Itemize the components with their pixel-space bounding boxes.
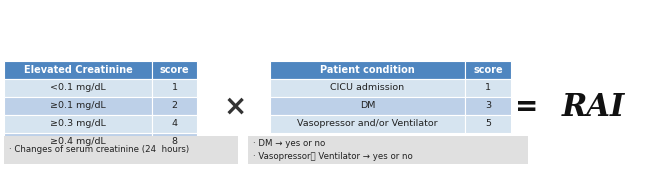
Text: score: score: [159, 65, 189, 75]
Text: ×: ×: [223, 93, 247, 121]
Text: RAI: RAI: [562, 91, 625, 123]
Text: ≥0.4 mg/dL: ≥0.4 mg/dL: [50, 138, 106, 147]
Bar: [4, 136, 238, 164]
Text: ≥0.3 mg/dL: ≥0.3 mg/dL: [50, 119, 106, 128]
Bar: [4, 79, 152, 97]
Bar: [4, 115, 152, 133]
Bar: [270, 115, 465, 133]
Text: 4: 4: [171, 119, 178, 128]
Bar: [4, 97, 152, 115]
Bar: [270, 79, 465, 97]
Text: 8: 8: [171, 138, 178, 147]
Bar: [4, 133, 152, 151]
Text: 5: 5: [485, 119, 491, 128]
Bar: [270, 61, 465, 79]
Text: ≥0.1 mg/dL: ≥0.1 mg/dL: [50, 102, 106, 111]
Text: 2: 2: [171, 102, 178, 111]
Bar: [248, 136, 528, 164]
Text: · Vasopressor、 Ventilator → yes or no: · Vasopressor、 Ventilator → yes or no: [253, 152, 413, 161]
Text: · DM → yes or no: · DM → yes or no: [253, 139, 326, 148]
Bar: [465, 79, 511, 97]
Text: 1: 1: [171, 83, 178, 92]
Text: DM: DM: [360, 102, 375, 111]
Text: 1: 1: [485, 83, 491, 92]
Text: Vasopressor and/or Ventilator: Vasopressor and/or Ventilator: [298, 119, 438, 128]
Bar: [152, 115, 197, 133]
Text: 3: 3: [485, 102, 491, 111]
Bar: [152, 133, 197, 151]
Text: =: =: [516, 93, 538, 121]
Text: <0.1 mg/dL: <0.1 mg/dL: [50, 83, 106, 92]
Text: Elevated Creatinine: Elevated Creatinine: [23, 65, 132, 75]
Text: · Changes of serum creatinine (24  hours): · Changes of serum creatinine (24 hours): [9, 146, 189, 154]
Bar: [152, 97, 197, 115]
Bar: [465, 97, 511, 115]
Bar: [465, 115, 511, 133]
Text: Patient condition: Patient condition: [320, 65, 415, 75]
Text: score: score: [473, 65, 503, 75]
Text: CICU admission: CICU admission: [331, 83, 404, 92]
Bar: [152, 61, 197, 79]
Bar: [270, 97, 465, 115]
Bar: [152, 79, 197, 97]
Bar: [465, 61, 511, 79]
Bar: [4, 61, 152, 79]
